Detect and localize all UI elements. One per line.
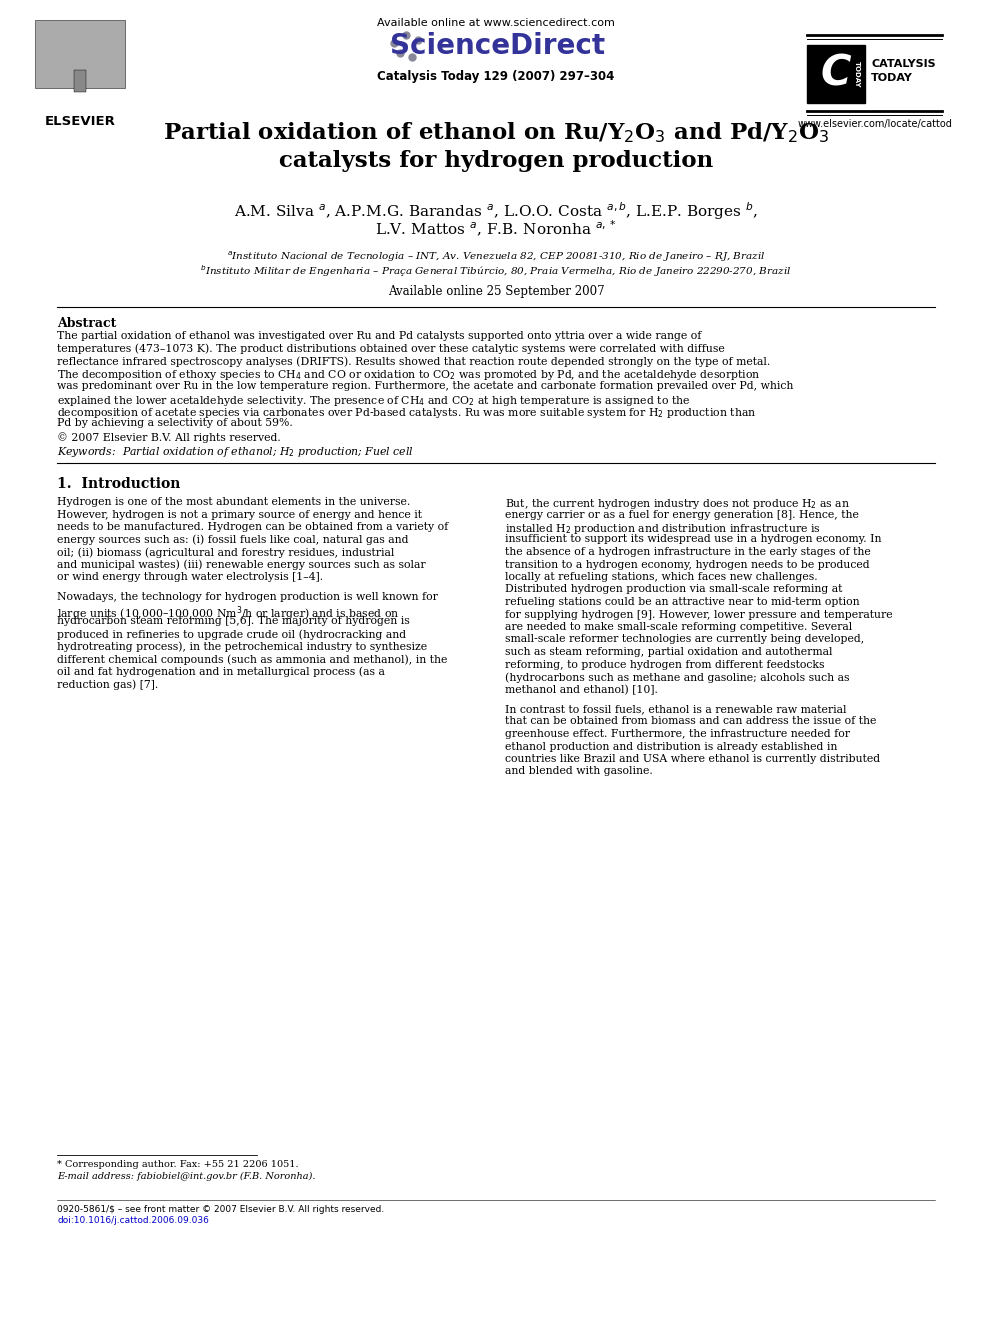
Text: small-scale reformer technologies are currently being developed,: small-scale reformer technologies are cu… — [505, 635, 864, 644]
Text: C: C — [820, 53, 851, 95]
Text: oil; (ii) biomass (agricultural and forestry residues, industrial: oil; (ii) biomass (agricultural and fore… — [57, 546, 395, 557]
Bar — [807, 45, 865, 103]
Text: and municipal wastes) (iii) renewable energy sources such as solar: and municipal wastes) (iii) renewable en… — [57, 560, 426, 570]
Text: Partial oxidation of ethanol on Ru/Y$_2$O$_3$ and Pd/Y$_2$O$_3$: Partial oxidation of ethanol on Ru/Y$_2$… — [163, 120, 829, 146]
Text: L.V. Mattos $^{a}$, F.B. Noronha $^{a,*}$: L.V. Mattos $^{a}$, F.B. Noronha $^{a,*}… — [375, 220, 617, 239]
Text: 0920-5861/$ – see front matter © 2007 Elsevier B.V. All rights reserved.: 0920-5861/$ – see front matter © 2007 El… — [57, 1205, 384, 1215]
Text: that can be obtained from biomass and can address the issue of the: that can be obtained from biomass and ca… — [505, 717, 876, 726]
Text: methanol and ethanol) [10].: methanol and ethanol) [10]. — [505, 684, 658, 695]
Text: Pd by achieving a selectivity of about 59%.: Pd by achieving a selectivity of about 5… — [57, 418, 293, 429]
Text: oil and fat hydrogenation and in metallurgical process (as a: oil and fat hydrogenation and in metallu… — [57, 667, 385, 677]
Text: 1.  Introduction: 1. Introduction — [57, 478, 181, 491]
Text: or wind energy through water electrolysis [1–4].: or wind energy through water electrolysi… — [57, 572, 323, 582]
Text: TODAY: TODAY — [854, 61, 860, 87]
Text: greenhouse effect. Furthermore, the infrastructure needed for: greenhouse effect. Furthermore, the infr… — [505, 729, 850, 740]
Text: (hydrocarbons such as methane and gasoline; alcohols such as: (hydrocarbons such as methane and gasoli… — [505, 672, 849, 683]
Text: In contrast to fossil fuels, ethanol is a renewable raw material: In contrast to fossil fuels, ethanol is … — [505, 704, 846, 714]
Text: Abstract: Abstract — [57, 318, 116, 329]
Text: insufficient to support its widespread use in a hydrogen economy. In: insufficient to support its widespread u… — [505, 534, 882, 545]
Text: However, hydrogen is not a primary source of energy and hence it: However, hydrogen is not a primary sourc… — [57, 509, 422, 520]
Text: * Corresponding author. Fax: +55 21 2206 1051.: * Corresponding author. Fax: +55 21 2206… — [57, 1160, 299, 1170]
Text: produced in refineries to upgrade crude oil (hydrocracking and: produced in refineries to upgrade crude … — [57, 628, 406, 639]
Text: $^{a}$Instituto Nacional de Tecnologia – INT, Av. Venezuela 82, CEP 20081-310, R: $^{a}$Instituto Nacional de Tecnologia –… — [227, 250, 765, 265]
Bar — [74, 70, 86, 93]
Text: catalysts for hydrogen production: catalysts for hydrogen production — [279, 149, 713, 172]
Text: and blended with gasoline.: and blended with gasoline. — [505, 766, 653, 777]
Text: energy sources such as: (i) fossil fuels like coal, natural gas and: energy sources such as: (i) fossil fuels… — [57, 534, 409, 545]
Text: for supplying hydrogen [9]. However, lower pressure and temperature: for supplying hydrogen [9]. However, low… — [505, 610, 893, 619]
Text: Available online at www.sciencedirect.com: Available online at www.sciencedirect.co… — [377, 19, 615, 28]
Text: Hydrogen is one of the most abundant elements in the universe.: Hydrogen is one of the most abundant ele… — [57, 497, 411, 507]
Text: reduction gas) [7].: reduction gas) [7]. — [57, 679, 159, 689]
Text: CATALYSIS: CATALYSIS — [871, 60, 935, 69]
Text: ethanol production and distribution is already established in: ethanol production and distribution is a… — [505, 741, 837, 751]
Text: Nowadays, the technology for hydrogen production is well known for: Nowadays, the technology for hydrogen pr… — [57, 591, 437, 602]
Text: such as steam reforming, partial oxidation and autothermal: such as steam reforming, partial oxidati… — [505, 647, 832, 658]
Text: E-mail address: fabiobiel@int.gov.br (F.B. Noronha).: E-mail address: fabiobiel@int.gov.br (F.… — [57, 1172, 315, 1181]
Text: are needed to make small-scale reforming competitive. Several: are needed to make small-scale reforming… — [505, 622, 852, 632]
Text: energy carrier or as a fuel for energy generation [8]. Hence, the: energy carrier or as a fuel for energy g… — [505, 509, 859, 520]
Text: hydrotreating process), in the petrochemical industry to synthesize: hydrotreating process), in the petrochem… — [57, 642, 428, 652]
Text: temperatures (473–1073 K). The product distributions obtained over these catalyt: temperatures (473–1073 K). The product d… — [57, 344, 725, 355]
Text: large units (10,000–100,000 Nm$^3$/h or larger) and is based on: large units (10,000–100,000 Nm$^3$/h or … — [57, 605, 400, 623]
Text: decomposition of acetate species via carbonates over Pd-based catalysts. Ru was : decomposition of acetate species via car… — [57, 406, 757, 419]
Text: explained the lower acetaldehyde selectivity. The presence of CH$_4$ and CO$_2$ : explained the lower acetaldehyde selecti… — [57, 393, 690, 407]
Text: ScienceDirect: ScienceDirect — [391, 32, 605, 60]
Text: www.elsevier.com/locate/cattod: www.elsevier.com/locate/cattod — [798, 119, 952, 130]
Text: the absence of a hydrogen infrastructure in the early stages of the: the absence of a hydrogen infrastructure… — [505, 546, 871, 557]
Text: $^{b}$Instituto Militar de Engenharia – Praça General Tibúrcio, 80, Praia Vermel: $^{b}$Instituto Militar de Engenharia – … — [200, 263, 792, 279]
Text: Catalysis Today 129 (2007) 297–304: Catalysis Today 129 (2007) 297–304 — [377, 70, 615, 83]
Text: needs to be manufactured. Hydrogen can be obtained from a variety of: needs to be manufactured. Hydrogen can b… — [57, 523, 448, 532]
Text: reflectance infrared spectroscopy analyses (DRIFTS). Results showed that reactio: reflectance infrared spectroscopy analys… — [57, 356, 770, 366]
Text: locally at refueling stations, which faces new challenges.: locally at refueling stations, which fac… — [505, 572, 817, 582]
Text: reforming, to produce hydrogen from different feedstocks: reforming, to produce hydrogen from diff… — [505, 659, 824, 669]
Text: TODAY: TODAY — [871, 73, 913, 83]
Text: different chemical compounds (such as ammonia and methanol), in the: different chemical compounds (such as am… — [57, 654, 447, 664]
Text: Keywords:  Partial oxidation of ethanol; H$_2$ production; Fuel cell: Keywords: Partial oxidation of ethanol; … — [57, 445, 414, 459]
Bar — [35, 20, 125, 87]
Text: hydrocarbon steam reforming [5,6]. The majority of hydrogen is: hydrocarbon steam reforming [5,6]. The m… — [57, 617, 410, 627]
Text: Distributed hydrogen production via small-scale reforming at: Distributed hydrogen production via smal… — [505, 585, 842, 594]
Text: The partial oxidation of ethanol was investigated over Ru and Pd catalysts suppo: The partial oxidation of ethanol was inv… — [57, 331, 701, 341]
Text: Available online 25 September 2007: Available online 25 September 2007 — [388, 284, 604, 298]
Text: But, the current hydrogen industry does not produce H$_2$ as an: But, the current hydrogen industry does … — [505, 497, 850, 511]
Text: doi:10.1016/j.cattod.2006.09.036: doi:10.1016/j.cattod.2006.09.036 — [57, 1216, 209, 1225]
Text: A.M. Silva $^{a}$, A.P.M.G. Barandas $^{a}$, L.O.O. Costa $^{a,b}$, L.E.P. Borge: A.M. Silva $^{a}$, A.P.M.G. Barandas $^{… — [234, 200, 758, 222]
Text: © 2007 Elsevier B.V. All rights reserved.: © 2007 Elsevier B.V. All rights reserved… — [57, 433, 281, 443]
Text: ELSEVIER: ELSEVIER — [45, 115, 115, 128]
Text: installed H$_2$ production and distribution infrastructure is: installed H$_2$ production and distribut… — [505, 523, 820, 536]
Text: transition to a hydrogen economy, hydrogen needs to be produced: transition to a hydrogen economy, hydrog… — [505, 560, 870, 569]
Text: refueling stations could be an attractive near to mid-term option: refueling stations could be an attractiv… — [505, 597, 860, 607]
Text: countries like Brazil and USA where ethanol is currently distributed: countries like Brazil and USA where etha… — [505, 754, 880, 763]
Text: The decomposition of ethoxy species to CH$_4$ and CO or oxidation to CO$_2$ was : The decomposition of ethoxy species to C… — [57, 369, 761, 382]
Text: was predominant over Ru in the low temperature region. Furthermore, the acetate : was predominant over Ru in the low tempe… — [57, 381, 794, 392]
